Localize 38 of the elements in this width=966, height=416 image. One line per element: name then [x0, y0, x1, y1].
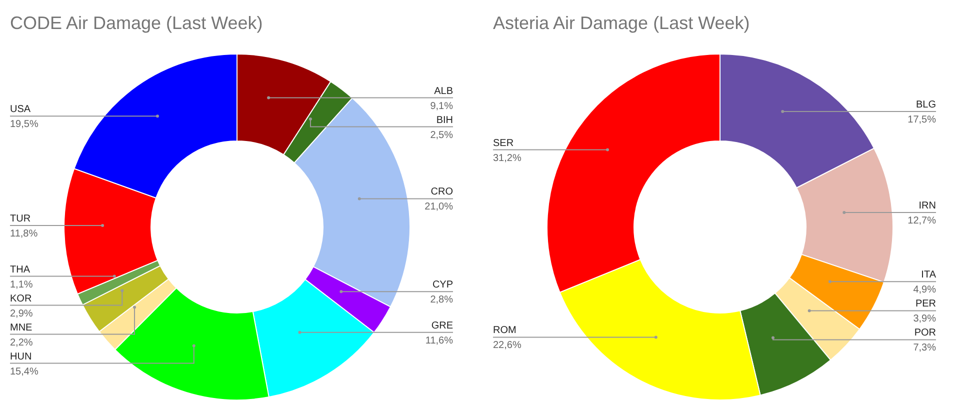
- chart-title: CODE Air Damage (Last Week): [10, 13, 263, 34]
- slice-label: TUR: [10, 213, 31, 224]
- data-label: 2,8%: [430, 294, 454, 306]
- slice-label: IRN: [918, 200, 936, 212]
- data-label: 1,1%: [10, 279, 33, 290]
- data-label: 15,4%: [10, 366, 38, 378]
- data-label: 3,9%: [913, 314, 936, 325]
- slice-label: USA: [10, 104, 31, 116]
- data-label: 2,9%: [10, 308, 33, 320]
- slice-label: ALB: [434, 86, 454, 97]
- data-label: 11,6%: [425, 335, 454, 346]
- data-label: 9,1%: [430, 100, 454, 112]
- data-label: 2,5%: [430, 130, 454, 141]
- slice-label: ITA: [921, 270, 936, 281]
- data-label: 7,3%: [913, 342, 936, 354]
- slice-label: CRO: [430, 186, 454, 198]
- slice-label: MNE: [10, 322, 33, 334]
- slice-label: CYP: [432, 280, 454, 291]
- slice-label: BLG: [916, 100, 936, 111]
- slice-label: SER: [493, 138, 514, 149]
- slice-label: PER: [915, 298, 936, 310]
- data-label: 21,0%: [424, 202, 454, 213]
- data-label: 17,5%: [908, 114, 936, 126]
- slice-label: THA: [10, 264, 30, 276]
- slice-label: BIH: [436, 114, 453, 126]
- data-label: 2,2%: [10, 337, 33, 348]
- slice-label: GRE: [431, 320, 454, 332]
- data-label: 19,5%: [10, 119, 38, 130]
- data-label: 22,6%: [493, 340, 522, 352]
- chart-title: Asteria Air Damage (Last Week): [493, 13, 750, 34]
- data-label: 12,7%: [908, 215, 936, 226]
- slice-label: POR: [914, 328, 936, 339]
- data-label: 4,9%: [913, 284, 936, 296]
- data-label: 31,2%: [493, 152, 522, 164]
- data-label: 11,8%: [10, 228, 38, 240]
- slice-label: HUN: [10, 351, 32, 362]
- slice-label: ROM: [493, 325, 516, 336]
- slice-label: KOR: [10, 293, 32, 304]
